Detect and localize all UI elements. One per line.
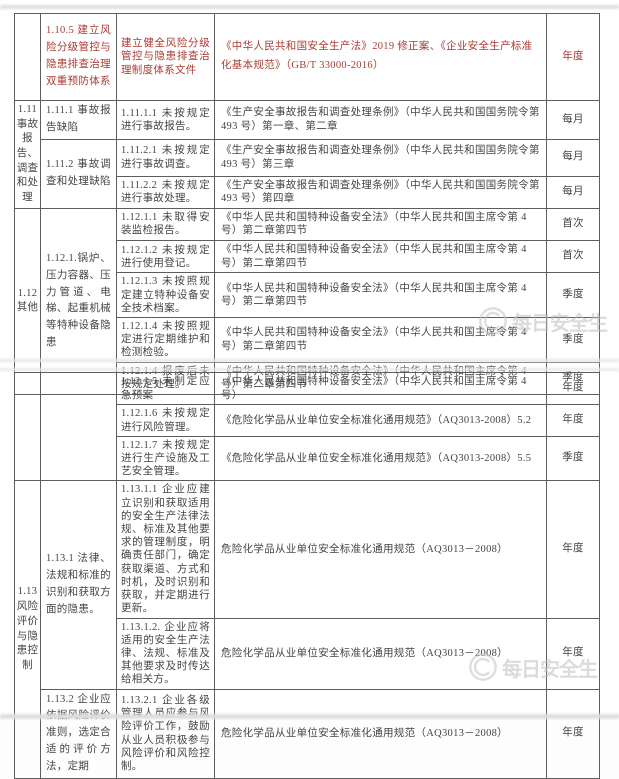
cell-regulation: 《危险化学品从业单位安全标准化通用规范》（AQ3013-2008）5.5 bbox=[214, 435, 547, 482]
cell-subitem: 1.12.1.锅炉、压力容器、压力管道、电梯、起重机械等特种设备隐患 bbox=[40, 207, 117, 395]
cell-section bbox=[14, 13, 41, 101]
photo-edge-bottom bbox=[0, 714, 619, 719]
cell-frequency: 每月 bbox=[546, 138, 600, 177]
cell-subitem bbox=[40, 371, 117, 482]
audit-table-upper: 1.10.5 建立风险分级管控与隐患排查治理双重预防体系 建立健全风险分级管控与… bbox=[14, 13, 600, 395]
cell-frequency: 年度 bbox=[546, 480, 600, 619]
document-page: 1.10.5 建立风险分级管控与隐患排查治理双重预防体系 建立健全风险分级管控与… bbox=[0, 5, 619, 779]
cell-subitem: 1.11.1 事故报告缺陷 bbox=[40, 100, 117, 140]
cell-subitem: 1.11.2 事故调查和处理缺陷 bbox=[40, 138, 117, 209]
cell-regulation: 《中华人民共和国特种设备安全法》（中华人民共和国主席令第 4 号）第二章第四节 bbox=[214, 207, 547, 242]
cell-issue: 1.12.1.3 未按照规定建立特种设备安全技术档案。 bbox=[116, 272, 215, 319]
table-row: 1.11 事故报告、调查和处理 1.11.1 事故报告缺陷 1.11.1.1 未… bbox=[14, 100, 600, 209]
cell-frequency: 季度 bbox=[546, 272, 600, 319]
cell-frequency: 年度 bbox=[546, 371, 600, 406]
cell-regulation: 《中华人民共和国特种设备安全法》（中华人民共和国主席令第 4 号）第二章第四节 bbox=[214, 272, 547, 319]
cell-section: 1.11 事故报告、调查和处理 bbox=[14, 100, 41, 209]
cell-subitem: 1.10.5 建立风险分级管控与隐患排查治理双重预防体系 bbox=[40, 13, 117, 101]
cell-issue: 1.12.1.5 未制定应急预案 bbox=[116, 371, 215, 406]
cell-frequency: 年度 bbox=[546, 617, 600, 690]
cell-regulation: 危险化学品从业单位安全标准化通用规范（AQ3013－2008） bbox=[214, 480, 547, 619]
cell-issue: 1.13.1.2. 企业应将适用的安全生产法律、法规、标准及其他要求及时传达给相… bbox=[116, 617, 215, 690]
cell-issue: 1.12.1.7 未按规定进行生产设施及工艺安全管理。 bbox=[116, 435, 215, 482]
cell-section: 1.13 风险评价与隐患控制 bbox=[14, 480, 41, 779]
table-row: 1.12 其他 1.12.1.锅炉、压力容器、压力管道、电梯、起重机械等特种设备… bbox=[14, 207, 600, 395]
cell-issue: 1.13.2.1 企业各级管理人员应参与风险评价工作，鼓励从业人员积极参与风险评… bbox=[116, 688, 215, 779]
cell-frequency: 首次 bbox=[546, 207, 600, 242]
photo-edge-gap-upper bbox=[0, 359, 619, 362]
cell-subitem: 1.13.2 企业应依据风险评价准则，选定合适的评价方法，定期 bbox=[40, 688, 117, 779]
cell-issue: 1.11.1.1 未按规定进行事故报告。 bbox=[116, 100, 215, 140]
cell-frequency: 每月 bbox=[546, 175, 600, 209]
cell-issue: 1.11.2.2 未按规定进行事故处理。 bbox=[116, 175, 215, 209]
table-row: 1.12.1.7 未按规定进行生产设施及工艺安全管理。 《危险化学品从业单位安全… bbox=[15, 435, 600, 482]
cell-frequency: 每月 bbox=[546, 100, 600, 140]
cell-regulation: 危险化学品从业单位安全标准化通用规范（AQ3013－2008） bbox=[214, 617, 547, 690]
cell-issue: 1.12.1.4 未按照规定进行定期维护和检测检验。 bbox=[116, 317, 215, 363]
cell-regulation: 《生产安全事故报告和调查处理条例》（中华人民共和国国务院令第 493 号）第一章… bbox=[214, 100, 547, 140]
table-row: 1.11.2 事故调查和处理缺陷 1.11.2.1 未按规定进行事故调查。 《生… bbox=[15, 138, 600, 209]
table-row: 1.12.1.6 未按规定进行风险管理。 《危险化学品从业单位安全标准化通用规范… bbox=[15, 404, 600, 437]
cell-frequency: 年度 bbox=[546, 688, 600, 779]
cell-issue: 1.13.1.1 企业应建立识别和获取适用的安全生产法律法规、标准及其他要求的管… bbox=[116, 480, 215, 619]
cell-section bbox=[14, 371, 41, 482]
cell-regulation: 《中华人民共和国特种设备安全法》（中华人民共和国主席令第 4 号） bbox=[214, 371, 547, 406]
cell-regulation: 《生产安全事故报告和调查处理条例》（中华人民共和国国务院令第 493 号）第四章 bbox=[214, 175, 547, 209]
table-row: 1.13.2 企业应依据风险评价准则，选定合适的评价方法，定期 1.13.2.1… bbox=[15, 688, 600, 779]
table-row: 1.10.5 建立风险分级管控与隐患排查治理双重预防体系 建立健全风险分级管控与… bbox=[14, 13, 600, 101]
cell-section: 1.12 其他 bbox=[14, 207, 41, 395]
cell-issue: 建立健全风险分级管控与隐患排查治理制度体系文件 bbox=[116, 13, 215, 101]
photo-edge-top bbox=[0, 5, 619, 9]
table-row: 1.11.2.2 未按规定进行事故处理。 《生产安全事故报告和调查处理条例》（中… bbox=[15, 175, 600, 209]
cell-subitem: 1.13.1 法律、法规和标准的识别和获取方面的隐患。 bbox=[40, 480, 117, 690]
table-row: 1.12.1.2 未按规定进行使用登记。 《中华人民共和国特种设备安全法》（中华… bbox=[15, 240, 600, 274]
cell-frequency: 季度 bbox=[546, 317, 600, 363]
cell-frequency: 年度 bbox=[546, 404, 600, 437]
cell-regulation: 《中华人民共和国特种设备安全法》（中华人民共和国主席令第 4 号）第二章第四节 bbox=[214, 317, 547, 363]
cell-regulation: 《生产安全事故报告和调查处理条例》（中华人民共和国国务院令第 493 号）第三章 bbox=[214, 138, 547, 177]
cell-issue: 1.12.1.2 未按规定进行使用登记。 bbox=[116, 240, 215, 274]
cell-regulation: 危险化学品从业单位安全标准化通用规范（AQ3013－2008） bbox=[214, 688, 547, 779]
photo-edge-gap-lower bbox=[0, 368, 619, 371]
cell-regulation: 《中华人民共和国安全生产法》2019 修正案、《企业安全生产标准化基本规范》（G… bbox=[214, 13, 547, 101]
cell-regulation: 《中华人民共和国特种设备安全法》（中华人民共和国主席令第 4 号）第二章第四节 bbox=[214, 240, 547, 274]
cell-issue: 1.11.2.1 未按规定进行事故调查。 bbox=[116, 138, 215, 177]
cell-issue: 1.12.1.6 未按规定进行风险管理。 bbox=[116, 404, 215, 437]
cell-issue: 1.12.1.1 未取得安装监检报告。 bbox=[116, 207, 215, 242]
cell-frequency: 首次 bbox=[546, 240, 600, 274]
cell-frequency: 季度 bbox=[546, 435, 600, 482]
table-row: 1.12.1.5 未制定应急预案 《中华人民共和国特种设备安全法》（中华人民共和… bbox=[14, 371, 600, 482]
cell-frequency: 年度 bbox=[546, 13, 600, 101]
table-row: 1.13 风险评价与隐患控制 1.13.1 法律、法规和标准的识别和获取方面的隐… bbox=[14, 480, 600, 779]
cell-regulation: 《危险化学品从业单位安全标准化通用规范》（AQ3013-2008）5.2 bbox=[214, 404, 547, 437]
